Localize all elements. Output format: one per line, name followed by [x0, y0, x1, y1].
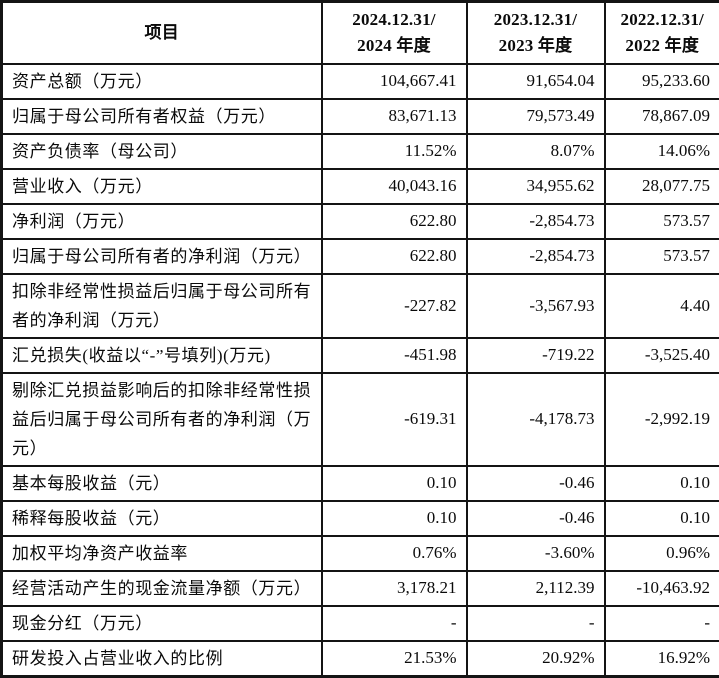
- table-row: 营业收入（万元） 40,043.16 34,955.62 28,077.75: [2, 169, 719, 204]
- value-cell: 8.07%: [467, 134, 605, 169]
- value-cell: 0.10: [322, 466, 467, 501]
- value-cell: 34,955.62: [467, 169, 605, 204]
- table-row: 剔除汇兑损益影响后的扣除非经常性损益后归属于母公司所有者的净利润（万元） -61…: [2, 373, 719, 466]
- table-row: 研发投入占营业收入的比例 21.53% 20.92% 16.92%: [2, 641, 719, 677]
- value-cell: 95,233.60: [605, 64, 719, 99]
- row-label: 归属于母公司所有者权益（万元）: [2, 99, 322, 134]
- value-cell: 0.76%: [322, 536, 467, 571]
- row-label: 剔除汇兑损益影响后的扣除非经常性损益后归属于母公司所有者的净利润（万元）: [2, 373, 322, 466]
- value-cell: 20.92%: [467, 641, 605, 677]
- row-label: 资产总额（万元）: [2, 64, 322, 99]
- value-cell: 28,077.75: [605, 169, 719, 204]
- column-header-period-2023: 2023.12.31/ 2023 年度: [467, 2, 605, 64]
- column-header-period-2024: 2024.12.31/ 2024 年度: [322, 2, 467, 64]
- value-cell: 0.10: [605, 501, 719, 536]
- column-header-item: 项目: [2, 2, 322, 64]
- period-2024-year: 2024 年度: [324, 33, 465, 59]
- period-2023-year: 2023 年度: [469, 33, 603, 59]
- value-cell: 573.57: [605, 239, 719, 274]
- value-cell: 4.40: [605, 274, 719, 338]
- row-label: 净利润（万元）: [2, 204, 322, 239]
- value-cell: 2,112.39: [467, 571, 605, 606]
- value-cell: -227.82: [322, 274, 467, 338]
- value-cell: 622.80: [322, 239, 467, 274]
- table-row: 稀释每股收益（元） 0.10 -0.46 0.10: [2, 501, 719, 536]
- table-row: 资产负债率（母公司） 11.52% 8.07% 14.06%: [2, 134, 719, 169]
- value-cell: -4,178.73: [467, 373, 605, 466]
- row-label: 基本每股收益（元）: [2, 466, 322, 501]
- table-row: 资产总额（万元） 104,667.41 91,654.04 95,233.60: [2, 64, 719, 99]
- value-cell: 16.92%: [605, 641, 719, 677]
- period-2023-date: 2023.12.31/: [469, 7, 603, 33]
- value-cell: 11.52%: [322, 134, 467, 169]
- value-cell: 79,573.49: [467, 99, 605, 134]
- column-header-period-2022: 2022.12.31/ 2022 年度: [605, 2, 719, 64]
- value-cell: 40,043.16: [322, 169, 467, 204]
- value-cell: 3,178.21: [322, 571, 467, 606]
- value-cell: 91,654.04: [467, 64, 605, 99]
- value-cell: 0.10: [322, 501, 467, 536]
- table-row: 经营活动产生的现金流量净额（万元） 3,178.21 2,112.39 -10,…: [2, 571, 719, 606]
- value-cell: 622.80: [322, 204, 467, 239]
- period-2022-date: 2022.12.31/: [607, 7, 719, 33]
- value-cell: -3.60%: [467, 536, 605, 571]
- table-row: 归属于母公司所有者的净利润（万元） 622.80 -2,854.73 573.5…: [2, 239, 719, 274]
- value-cell: -2,854.73: [467, 239, 605, 274]
- value-cell: -2,854.73: [467, 204, 605, 239]
- value-cell: 78,867.09: [605, 99, 719, 134]
- row-label: 归属于母公司所有者的净利润（万元）: [2, 239, 322, 274]
- value-cell: -0.46: [467, 501, 605, 536]
- row-label: 经营活动产生的现金流量净额（万元）: [2, 571, 322, 606]
- value-cell: 0.96%: [605, 536, 719, 571]
- value-cell: -719.22: [467, 338, 605, 373]
- value-cell: -619.31: [322, 373, 467, 466]
- value-cell: 573.57: [605, 204, 719, 239]
- row-label: 汇兑损失(收益以“-”号填列)(万元): [2, 338, 322, 373]
- table-row: 归属于母公司所有者权益（万元） 83,671.13 79,573.49 78,8…: [2, 99, 719, 134]
- row-label: 研发投入占营业收入的比例: [2, 641, 322, 677]
- value-cell: -451.98: [322, 338, 467, 373]
- value-cell: -: [605, 606, 719, 641]
- value-cell: 0.10: [605, 466, 719, 501]
- value-cell: -3,525.40: [605, 338, 719, 373]
- row-label: 稀释每股收益（元）: [2, 501, 322, 536]
- value-cell: -10,463.92: [605, 571, 719, 606]
- table-row: 汇兑损失(收益以“-”号填列)(万元) -451.98 -719.22 -3,5…: [2, 338, 719, 373]
- value-cell: -0.46: [467, 466, 605, 501]
- header-row: 项目 2024.12.31/ 2024 年度 2023.12.31/ 2023 …: [2, 2, 719, 64]
- row-label: 营业收入（万元）: [2, 169, 322, 204]
- value-cell: -: [322, 606, 467, 641]
- row-label: 资产负债率（母公司）: [2, 134, 322, 169]
- table-row: 净利润（万元） 622.80 -2,854.73 573.57: [2, 204, 719, 239]
- value-cell: 21.53%: [322, 641, 467, 677]
- table-row: 加权平均净资产收益率 0.76% -3.60% 0.96%: [2, 536, 719, 571]
- value-cell: 83,671.13: [322, 99, 467, 134]
- row-label: 扣除非经常性损益后归属于母公司所有者的净利润（万元）: [2, 274, 322, 338]
- period-2022-year: 2022 年度: [607, 33, 719, 59]
- value-cell: -: [467, 606, 605, 641]
- value-cell: 104,667.41: [322, 64, 467, 99]
- period-2024-date: 2024.12.31/: [324, 7, 465, 33]
- row-label: 加权平均净资产收益率: [2, 536, 322, 571]
- row-label: 现金分红（万元）: [2, 606, 322, 641]
- value-cell: -3,567.93: [467, 274, 605, 338]
- value-cell: -2,992.19: [605, 373, 719, 466]
- table-row: 基本每股收益（元） 0.10 -0.46 0.10: [2, 466, 719, 501]
- table-row: 扣除非经常性损益后归属于母公司所有者的净利润（万元） -227.82 -3,56…: [2, 274, 719, 338]
- value-cell: 14.06%: [605, 134, 719, 169]
- table-row: 现金分红（万元） - - -: [2, 606, 719, 641]
